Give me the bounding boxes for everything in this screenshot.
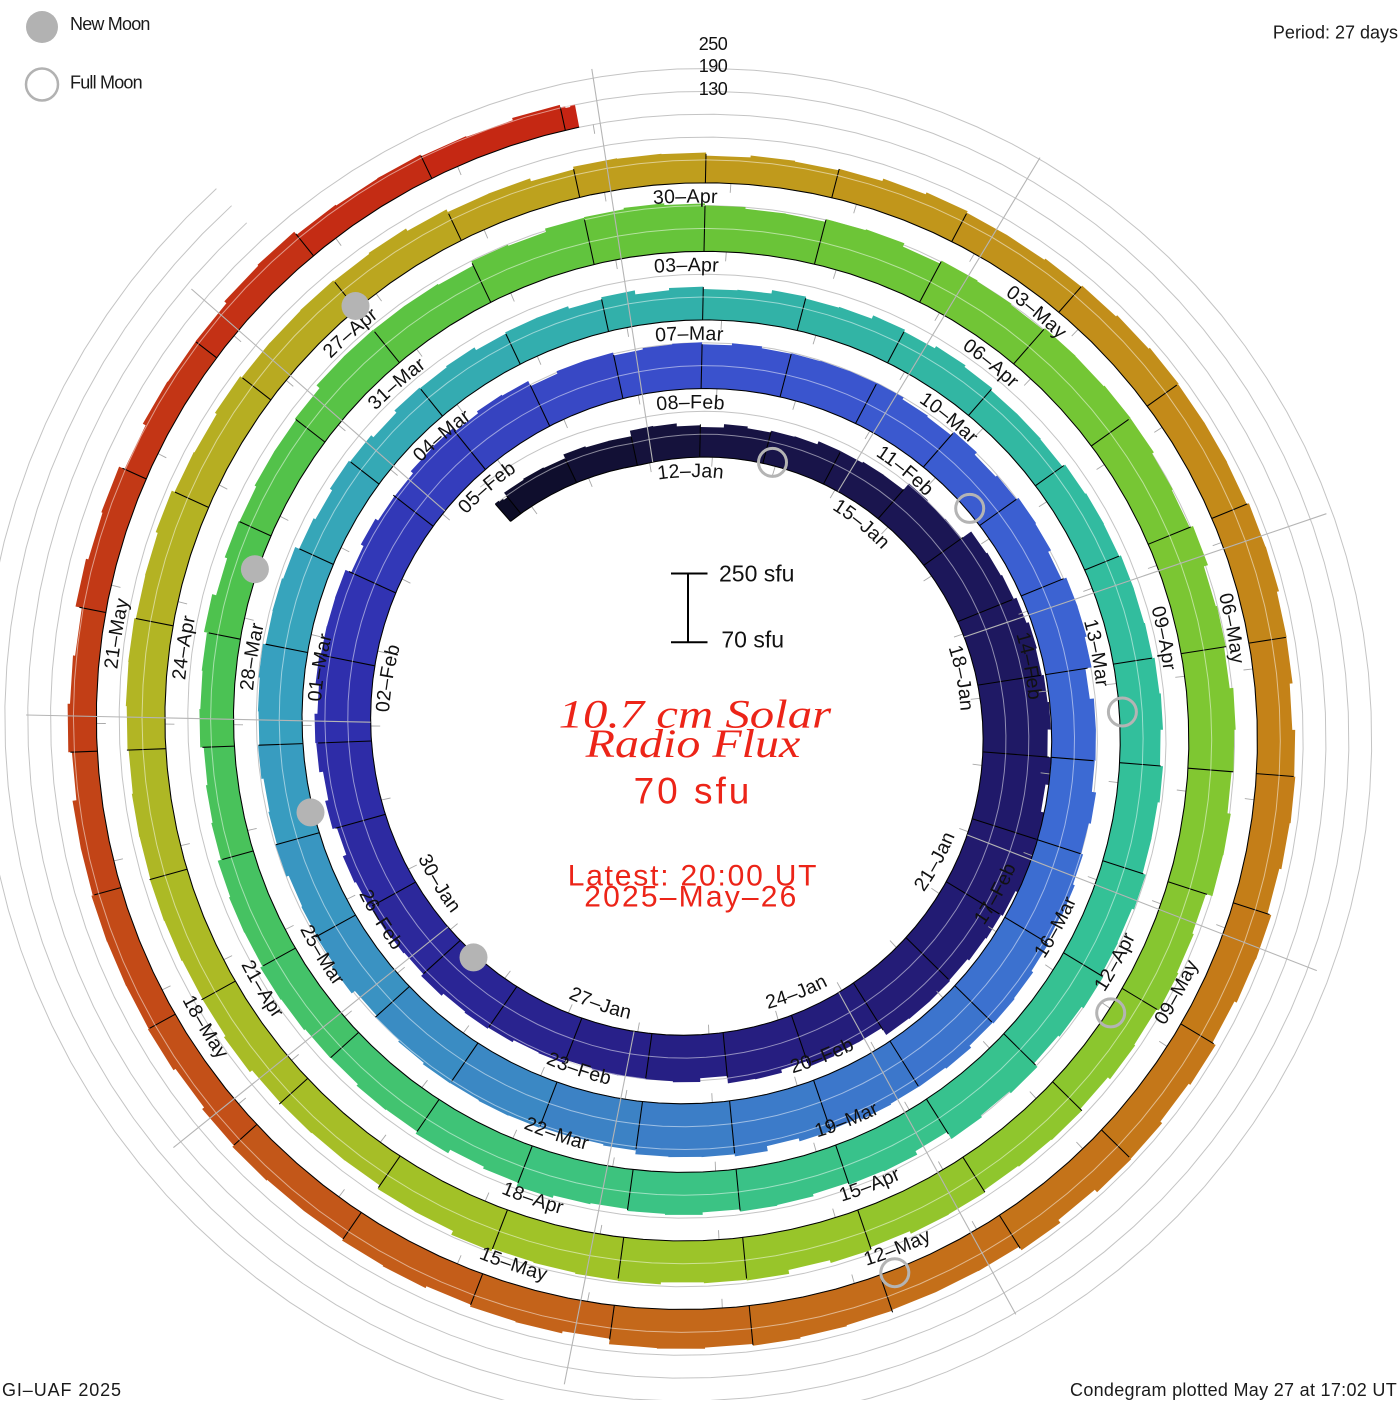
svg-text:08–Feb: 08–Feb (655, 391, 725, 415)
svg-text:30–Apr: 30–Apr (652, 186, 718, 210)
svg-text:New Moon: New Moon (70, 14, 150, 34)
svg-text:70 sfu: 70 sfu (721, 627, 784, 653)
svg-text:70 sfu: 70 sfu (634, 770, 753, 811)
svg-text:Period: 27 days: Period: 27 days (1273, 23, 1398, 43)
svg-text:Radio Flux: Radio Flux (584, 721, 800, 766)
svg-text:2025–May–26: 2025–May–26 (584, 881, 798, 914)
svg-text:12–Jan: 12–Jan (656, 460, 725, 485)
svg-text:GI–UAF 2025: GI–UAF 2025 (2, 1380, 122, 1400)
svg-text:03–Apr: 03–Apr (653, 254, 719, 278)
svg-text:250 sfu: 250 sfu (719, 561, 794, 587)
svg-text:190: 190 (699, 56, 728, 76)
svg-text:Condegram plotted May 27 at 17: Condegram plotted May 27 at 17:02 UT (1070, 1380, 1397, 1400)
svg-text:07–Mar: 07–Mar (654, 323, 724, 347)
svg-text:250: 250 (699, 34, 728, 54)
svg-text:130: 130 (699, 79, 728, 99)
svg-text:Full Moon: Full Moon (70, 73, 142, 93)
